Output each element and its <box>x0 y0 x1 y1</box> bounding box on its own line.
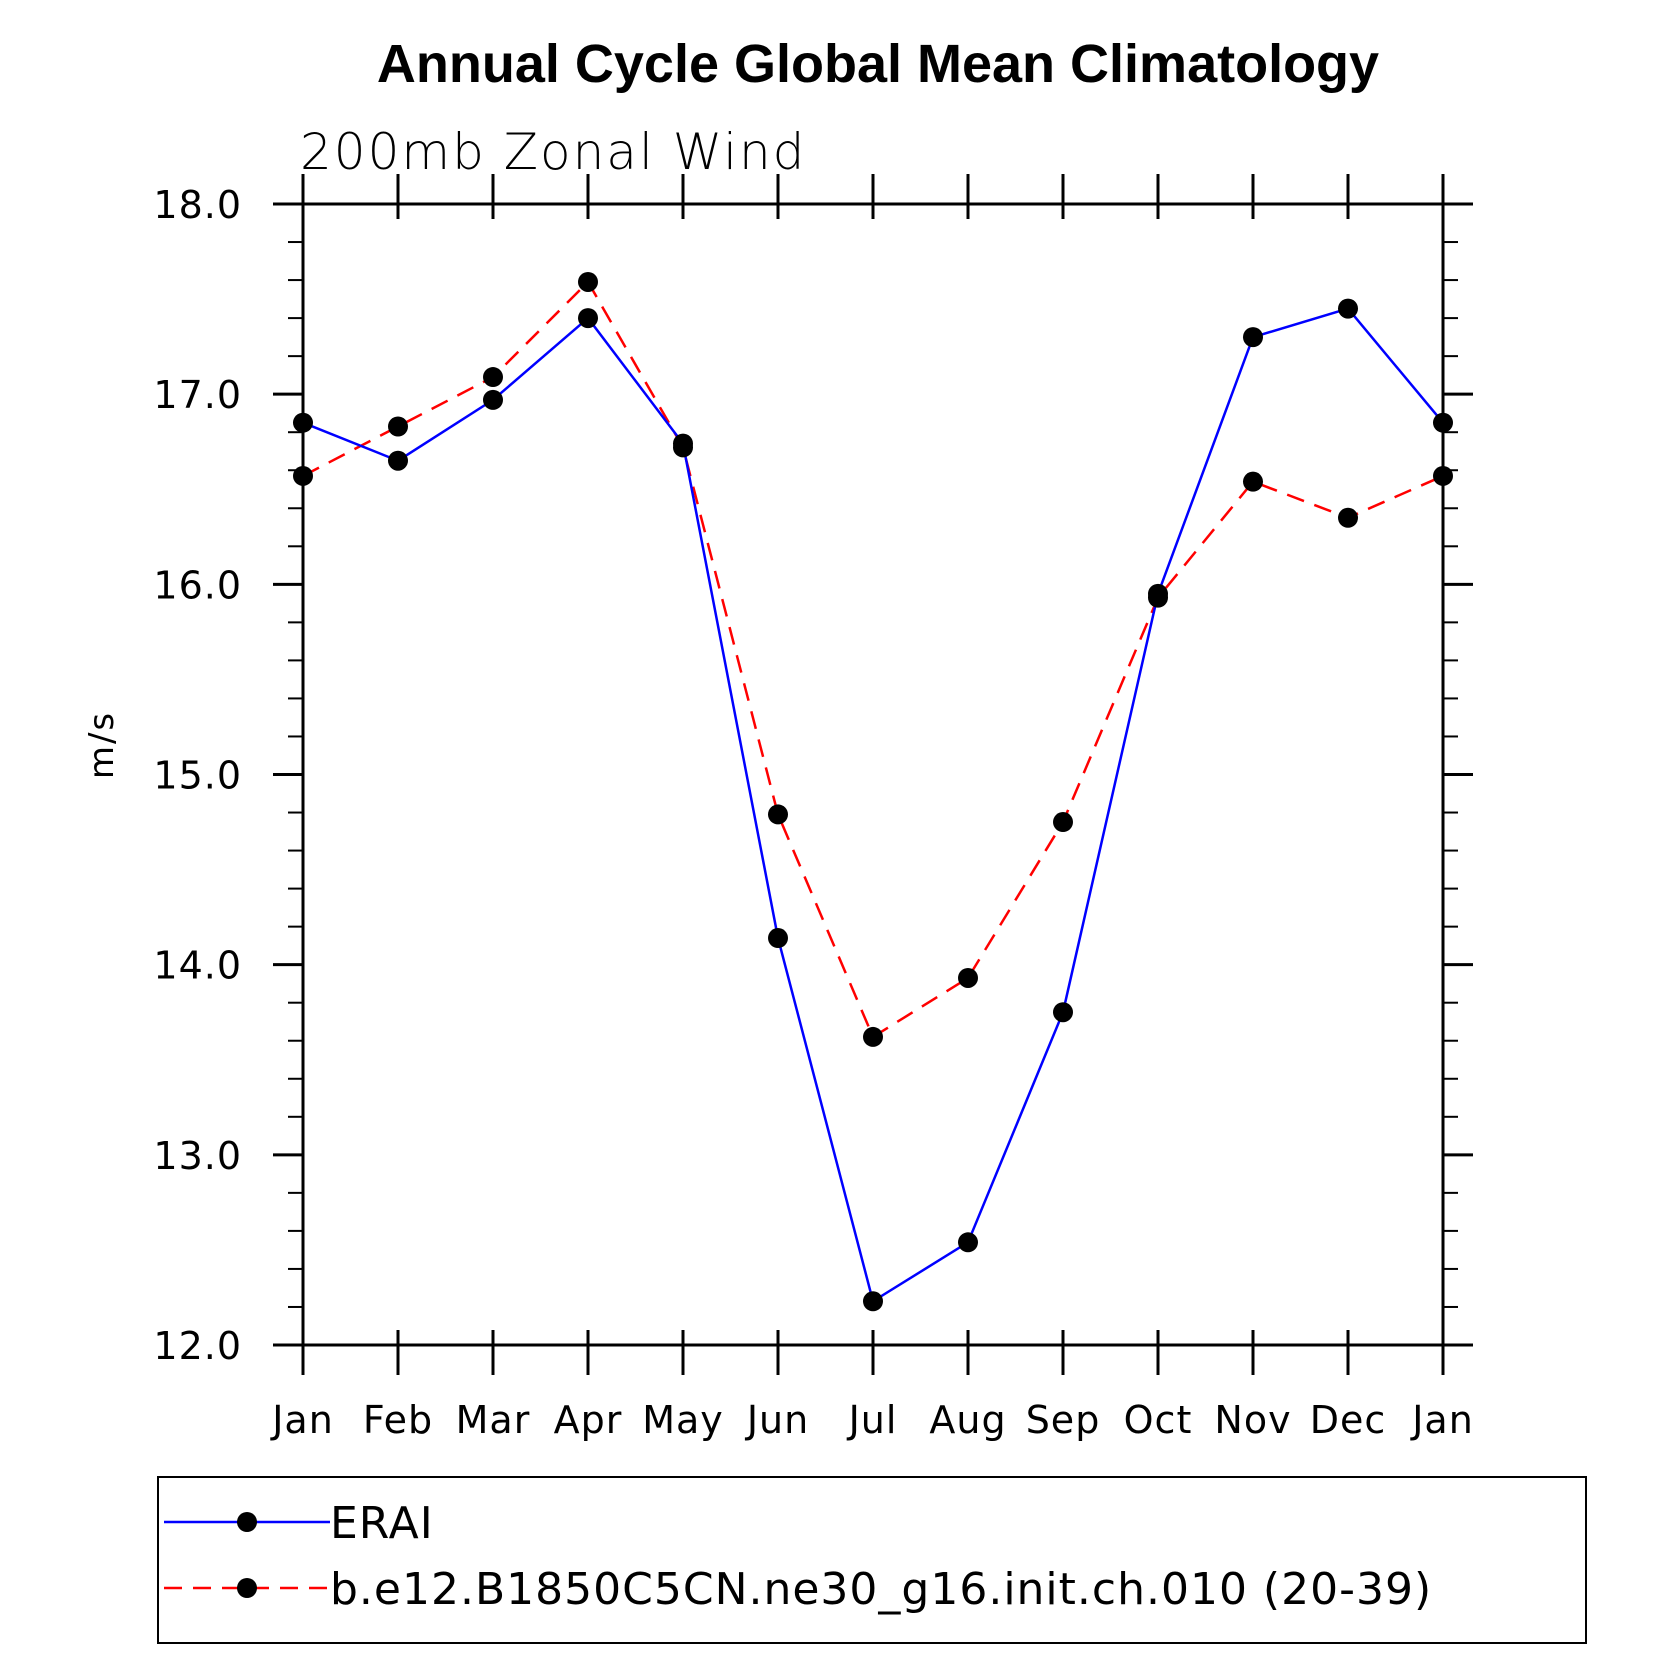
x-tick-label: Oct <box>1124 1398 1193 1442</box>
y-tick-label: 18.0 <box>153 183 242 227</box>
y-tick-label: 14.0 <box>153 944 242 988</box>
x-tick-label: May <box>642 1398 724 1442</box>
x-tick-label: Jul <box>847 1398 898 1442</box>
chart-title: Annual Cycle Global Mean Climatology <box>377 34 1379 94</box>
data-point-erai <box>958 1232 978 1253</box>
data-point-model <box>388 416 408 437</box>
y-tick-label: 15.0 <box>153 754 242 798</box>
data-point-erai <box>768 928 788 949</box>
y-tick-label: 16.0 <box>153 563 242 607</box>
x-tick-label: Jan <box>1410 1398 1474 1442</box>
legend-label-model: b.e12.B1850C5CN.ne30_g16.init.ch.010 (20… <box>330 1564 1432 1615</box>
x-tick-label: Feb <box>363 1398 433 1442</box>
data-point-erai <box>483 389 503 410</box>
y-tick-label: 17.0 <box>153 373 242 417</box>
data-point-model <box>1053 812 1073 833</box>
chart-subtitle: 200mb Zonal Wind <box>300 123 806 181</box>
data-point-erai <box>388 450 408 471</box>
series-line-model <box>302 279 1444 1039</box>
legend-marker-model <box>237 1578 257 1598</box>
data-point-model <box>1338 507 1358 528</box>
legend-box <box>157 1476 1587 1644</box>
data-point-model <box>673 437 693 458</box>
plot-frame <box>301 202 1445 1347</box>
data-point-model <box>578 271 598 292</box>
data-point-model <box>863 1026 883 1047</box>
data-point-erai <box>863 1291 883 1312</box>
axis-ticks: Jan Feb Mar Apr May Jun Jul Aug Sep Oct Nov Dec Jan 1… <box>153 174 1473 1442</box>
y-tick-label: 13.0 <box>153 1134 242 1178</box>
y-axis-label: m/s <box>82 711 122 779</box>
data-point-erai <box>1243 327 1263 348</box>
series-layer <box>293 271 1453 1312</box>
series-line-erai <box>302 307 1444 1304</box>
x-tick-label: Jan <box>270 1398 334 1442</box>
legend-marker-erai <box>237 1512 257 1532</box>
data-point-erai <box>578 308 598 329</box>
data-point-erai <box>1338 298 1358 319</box>
x-tick-label: Mar <box>456 1398 531 1442</box>
data-point-model <box>483 367 503 388</box>
y-tick-label: 12.0 <box>153 1324 242 1368</box>
legend-label-erai: ERAI <box>330 1498 434 1549</box>
legend: ERAI b.e12.B1850C5CN.ne30_g16.init.ch.01… <box>157 1476 1587 1644</box>
x-tick-label: Apr <box>554 1398 623 1442</box>
x-tick-label: Nov <box>1214 1398 1291 1442</box>
x-tick-label: Sep <box>1026 1398 1101 1442</box>
x-tick-label: Aug <box>929 1398 1006 1442</box>
data-point-model <box>1243 471 1263 492</box>
x-tick-label: Dec <box>1310 1398 1387 1442</box>
data-point-model <box>768 804 788 825</box>
data-point-model <box>958 967 978 988</box>
x-tick-label: Jun <box>745 1398 809 1442</box>
data-point-model <box>1148 587 1168 608</box>
data-point-erai <box>1053 1002 1073 1023</box>
